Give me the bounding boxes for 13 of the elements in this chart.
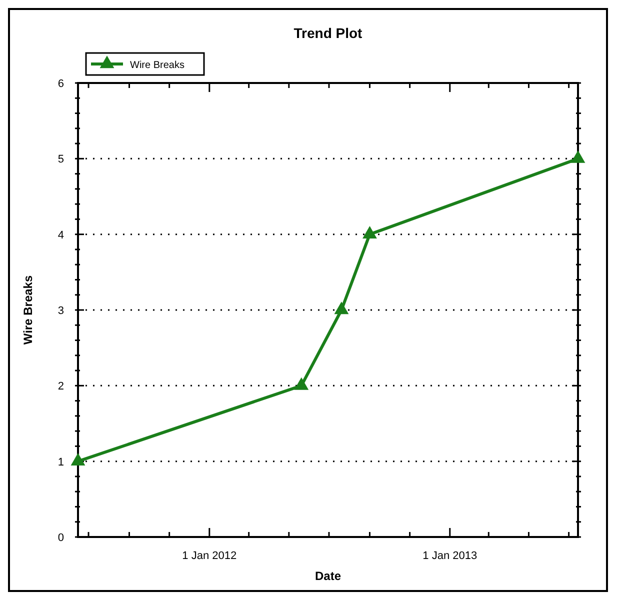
y-axis-title: Wire Breaks — [21, 275, 35, 345]
y-tick-label: 6 — [58, 78, 64, 90]
x-tick-label: 1 Jan 2013 — [422, 550, 478, 562]
y-tick-label: 1 — [58, 456, 64, 468]
y-tick-label: 3 — [58, 305, 64, 317]
y-tick-label: 2 — [58, 380, 64, 393]
x-axis-title: Date — [314, 569, 342, 583]
chart-title: Trend Plot — [294, 25, 363, 41]
y-tick-label: 4 — [58, 229, 64, 242]
legend-label: Wire Breaks — [130, 60, 184, 71]
x-tick-label: 1 Jan 2012 — [182, 550, 237, 562]
y-tick-label: 0 — [58, 532, 64, 544]
y-tick-label: 5 — [58, 154, 64, 166]
